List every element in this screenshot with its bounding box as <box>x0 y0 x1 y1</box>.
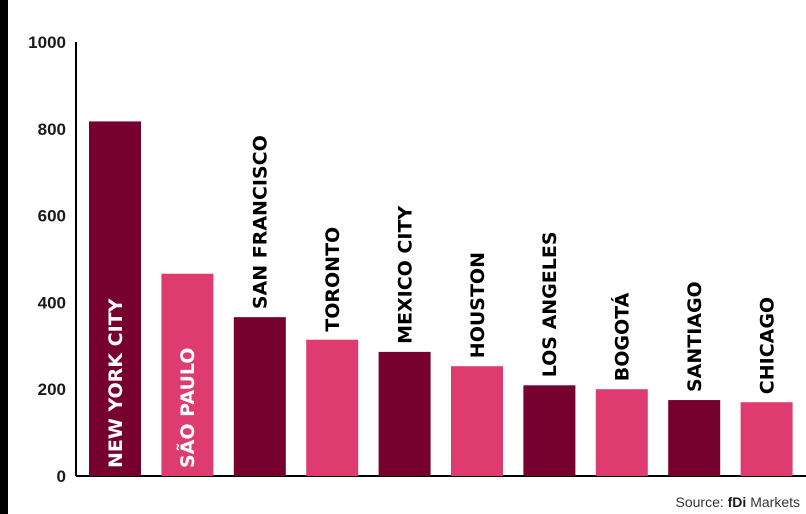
y-tick-label: 0 <box>57 467 66 486</box>
bar <box>451 366 503 476</box>
bar <box>740 402 793 476</box>
bar <box>668 400 721 476</box>
bar <box>161 273 214 476</box>
bar-category-label: MEXICO CITY <box>394 206 416 344</box>
bar-category-label: SANTIAGO <box>684 281 706 392</box>
bar <box>306 339 359 476</box>
y-tick-label: 400 <box>38 293 66 312</box>
bar <box>378 351 431 476</box>
source-name: Markets <box>750 494 800 510</box>
bar-category-label: HOUSTON <box>467 252 489 358</box>
bar-category-label: LOS ANGELES <box>539 231 561 377</box>
left-edge-strip <box>0 0 8 514</box>
bar <box>523 385 576 476</box>
bar <box>233 317 286 476</box>
y-tick-label: 200 <box>38 380 66 399</box>
bar <box>89 121 141 476</box>
y-tick-label: 800 <box>38 120 66 139</box>
bar-category-label: SÃO PAULO <box>175 348 199 468</box>
bar-category-label: TORONTO <box>322 227 344 332</box>
source-prefix: Source: <box>675 494 724 510</box>
bar-category-label: SAN FRANCISCO <box>250 135 272 309</box>
y-tick-label: 600 <box>38 207 66 226</box>
bar-category-label: NEW YORK CITY <box>105 298 127 468</box>
y-tick-label: 1000 <box>28 33 66 52</box>
source-note: Source: fDi Markets <box>676 494 801 510</box>
bar-category-label: BOGOTÁ <box>611 292 634 381</box>
bar-category-label: CHICAGO <box>756 297 778 394</box>
bar <box>595 389 648 476</box>
source-brand: fDi <box>727 494 747 510</box>
